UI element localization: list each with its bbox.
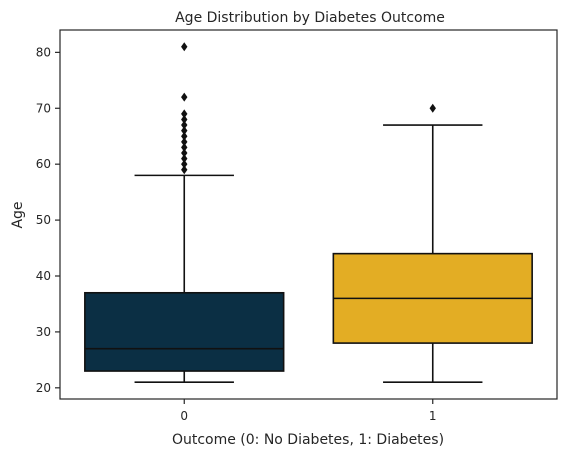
outlier-point	[181, 120, 188, 130]
y-tick-label: 70	[36, 101, 51, 115]
y-axis: 20 30 40 50 60 70 80	[36, 45, 60, 395]
y-tick-label: 40	[36, 269, 51, 283]
y-tick-label: 80	[36, 45, 51, 59]
outlier-point	[181, 126, 188, 136]
y-tick-label: 50	[36, 213, 51, 227]
outlier-point	[181, 154, 188, 164]
plot-area	[84, 42, 533, 384]
outlier-point	[181, 148, 188, 158]
outlier-point	[181, 109, 188, 119]
y-tick-label: 20	[36, 381, 51, 395]
outlier-point	[181, 131, 188, 141]
x-tick-label: 0	[180, 409, 188, 423]
outlier-point	[181, 142, 188, 152]
outlier-point	[429, 103, 436, 113]
y-tick-label: 60	[36, 157, 51, 171]
iqr-box	[84, 291, 285, 372]
outlier-point	[181, 159, 188, 169]
box-group-1	[332, 103, 533, 384]
plot-frame	[59, 29, 558, 400]
y-tick-label: 30	[36, 325, 51, 339]
outlier-point	[181, 92, 188, 102]
outlier-point	[181, 42, 188, 52]
box-group-0	[84, 42, 285, 384]
outlier-point	[181, 114, 188, 124]
outlier-point	[181, 137, 188, 147]
chart-title: Age Distribution by Diabetes Outcome	[175, 10, 445, 26]
x-axis-label: Outcome (0: No Diabetes, 1: Diabetes)	[172, 432, 444, 448]
outlier-point	[181, 165, 188, 175]
y-axis-label: Age	[10, 201, 26, 228]
x-tick-label: 1	[429, 409, 437, 423]
